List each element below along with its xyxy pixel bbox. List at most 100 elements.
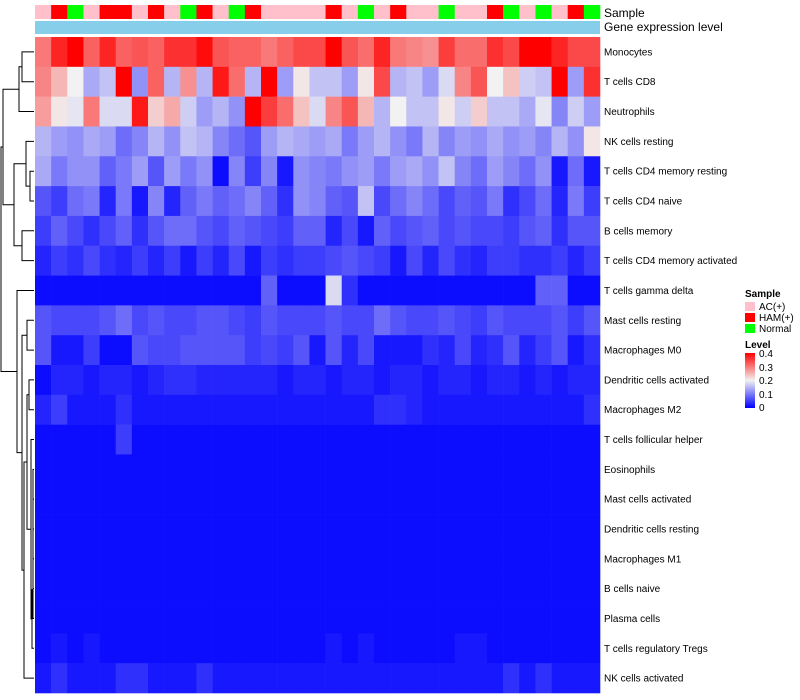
heatmap-cell bbox=[212, 66, 230, 97]
heatmap-cell bbox=[454, 186, 472, 217]
heatmap-cell bbox=[164, 514, 181, 545]
heatmap-cell bbox=[503, 126, 520, 157]
heatmap-body bbox=[35, 37, 601, 694]
heatmap-cell bbox=[422, 394, 439, 425]
heatmap-cell bbox=[374, 454, 391, 485]
heatmap-cell bbox=[438, 66, 456, 97]
heatmap-cell bbox=[51, 424, 68, 455]
legend-label-ac: AC(+) bbox=[759, 302, 785, 313]
sample-annotation-cell bbox=[325, 5, 343, 19]
heatmap-cell bbox=[115, 305, 133, 336]
heatmap-cell bbox=[244, 66, 262, 97]
heatmap-cell bbox=[487, 96, 504, 127]
legend-swatch-ac bbox=[745, 302, 755, 311]
heatmap-cell bbox=[438, 96, 456, 127]
heatmap-cell bbox=[83, 335, 100, 366]
heatmap-cell bbox=[115, 126, 133, 157]
heatmap-cell bbox=[261, 215, 278, 247]
heatmap-cell bbox=[67, 126, 84, 157]
heatmap-cell bbox=[535, 365, 552, 396]
sample-annotation-cell bbox=[406, 5, 423, 19]
heatmap-cell bbox=[390, 663, 407, 694]
heatmap-cell bbox=[196, 603, 213, 634]
heatmap-cell bbox=[325, 186, 343, 217]
heatmap-cell bbox=[35, 603, 52, 634]
row-label: Macrophages M0 bbox=[604, 346, 682, 357]
heatmap-cell bbox=[454, 514, 472, 545]
sample-annotation-cell bbox=[583, 5, 601, 19]
heatmap-cell bbox=[83, 215, 100, 247]
heatmap-cell bbox=[67, 633, 84, 664]
heatmap-cell bbox=[244, 394, 262, 425]
sample-annotation-cell bbox=[277, 5, 294, 19]
heatmap-cell bbox=[454, 96, 472, 127]
heatmap-cell bbox=[406, 514, 423, 545]
heatmap-cell bbox=[277, 305, 294, 336]
heatmap-cell bbox=[503, 215, 520, 247]
heatmap-cell bbox=[309, 126, 326, 157]
heatmap-cell bbox=[309, 66, 326, 97]
heatmap-cell bbox=[180, 394, 197, 425]
heatmap-cell bbox=[422, 37, 439, 68]
heatmap-cell bbox=[406, 275, 423, 306]
heatmap-cell bbox=[99, 186, 117, 217]
heatmap-cell bbox=[277, 454, 294, 485]
heatmap-cell bbox=[115, 454, 133, 485]
heatmap-cell bbox=[148, 424, 165, 455]
heatmap-cell bbox=[244, 603, 262, 634]
heatmap-cell bbox=[115, 365, 133, 396]
heatmap-cell bbox=[406, 215, 423, 247]
heatmap-cell bbox=[341, 573, 359, 604]
sample-annotation-cell bbox=[148, 5, 165, 19]
heatmap-cell bbox=[406, 365, 423, 396]
heatmap-cell bbox=[212, 126, 230, 157]
heatmap-cell bbox=[341, 96, 359, 127]
heatmap-cell bbox=[341, 335, 359, 366]
heatmap-cell bbox=[470, 66, 488, 97]
heatmap-cell bbox=[503, 245, 520, 276]
heatmap-cell bbox=[519, 454, 536, 485]
heatmap-cell bbox=[390, 96, 407, 127]
heatmap-cell bbox=[67, 96, 84, 127]
heatmap-cell bbox=[196, 186, 213, 217]
heatmap-cell bbox=[131, 633, 149, 664]
heatmap-cell bbox=[180, 514, 197, 545]
heatmap-cell bbox=[148, 215, 165, 247]
heatmap-cell bbox=[35, 454, 52, 485]
heatmap-cell bbox=[148, 663, 165, 694]
heatmap-cell bbox=[390, 633, 407, 664]
heatmap-cell bbox=[519, 484, 536, 515]
heatmap-cell bbox=[244, 514, 262, 545]
heatmap-cell bbox=[261, 514, 278, 545]
heatmap-cell bbox=[357, 245, 375, 276]
heatmap-cell bbox=[535, 573, 552, 604]
heatmap-cell bbox=[164, 126, 181, 157]
heatmap-cell bbox=[535, 663, 552, 694]
heatmap-cell bbox=[51, 275, 68, 306]
heatmap-cell bbox=[67, 335, 84, 366]
heatmap-cell bbox=[99, 663, 117, 694]
level-tick-4: 0 bbox=[759, 403, 765, 414]
heatmap-cell bbox=[487, 603, 504, 634]
heatmap-cell bbox=[228, 394, 246, 425]
heatmap-cell bbox=[567, 543, 585, 575]
heatmap-cell bbox=[83, 633, 100, 664]
heatmap-cell bbox=[67, 543, 84, 575]
heatmap-cell bbox=[277, 394, 294, 425]
sample-annotation-cell bbox=[341, 5, 359, 19]
heatmap-cell bbox=[131, 305, 149, 336]
heatmap-cell bbox=[83, 543, 100, 575]
heatmap-cell bbox=[293, 126, 310, 157]
heatmap-cell bbox=[422, 335, 439, 366]
heatmap-cell bbox=[228, 424, 246, 455]
heatmap-cell bbox=[131, 365, 149, 396]
heatmap-cell bbox=[374, 424, 391, 455]
heatmap-cell bbox=[357, 66, 375, 97]
heatmap-cell bbox=[535, 96, 552, 127]
heatmap-cell bbox=[470, 156, 488, 187]
heatmap-cell bbox=[99, 335, 117, 366]
heatmap-cell bbox=[228, 543, 246, 575]
heatmap-cell bbox=[325, 365, 343, 396]
heatmap-cell bbox=[148, 275, 165, 306]
sample-annotation-cell bbox=[67, 5, 84, 19]
